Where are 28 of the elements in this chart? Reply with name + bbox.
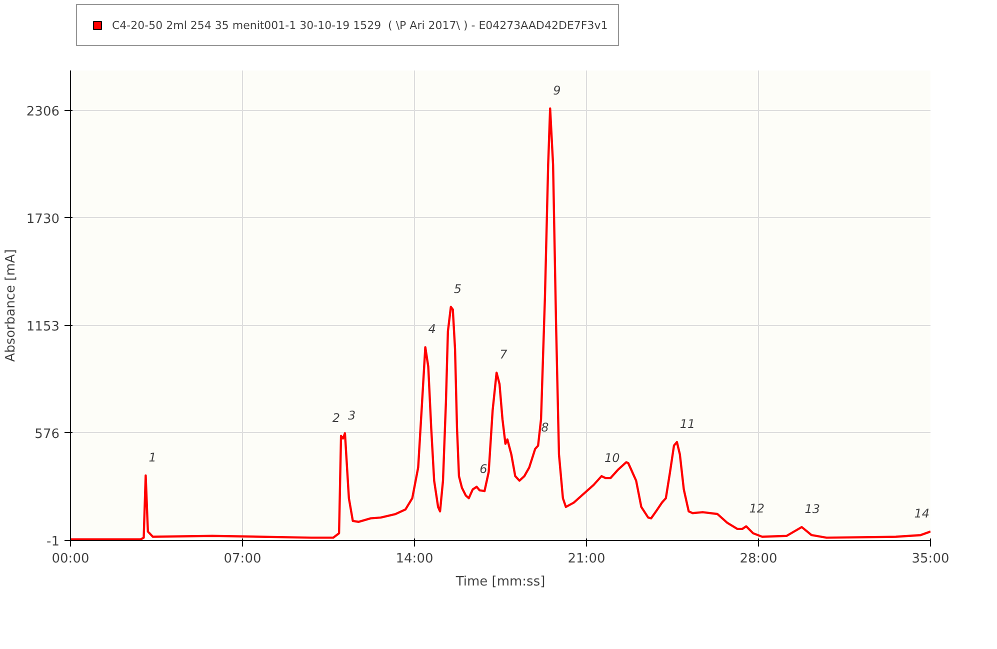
legend-label: C4-20-50 2ml 254 35 menit001-1 30-10-19 1529 ( \P Ari 2017\ ) - E04273AAD42DE7F3v1: [112, 18, 608, 32]
annotation: 11: [680, 417, 696, 432]
annotation: 13: [804, 502, 820, 516]
y-axis-title: Absorbance [mA]: [3, 249, 18, 362]
y-tick-label: -1: [46, 534, 60, 550]
annotation: 5: [454, 282, 462, 296]
x-tick-label: 28:00: [740, 552, 778, 566]
x-tick-label: 14:00: [396, 552, 434, 566]
annotation: 8: [541, 420, 550, 435]
x-tick-label: 00:00: [52, 552, 90, 566]
x-tick-label: 21:00: [568, 552, 606, 566]
annotation: 6: [480, 462, 488, 476]
annotation: 9: [553, 84, 561, 98]
y-tick-label: 1730: [26, 212, 60, 227]
annotation: 10: [604, 451, 620, 466]
y-tick-label: 2306: [26, 104, 60, 120]
y-tick-label: 1153: [26, 319, 60, 334]
annotation: 2: [332, 410, 340, 425]
annotation: 3: [348, 408, 356, 422]
x-tick-label: 35:00: [912, 552, 950, 566]
annotation: 14: [914, 506, 930, 521]
x-axis-title: Time [mm:ss]: [454, 574, 546, 590]
y-tick-label: 576: [34, 426, 60, 442]
annotation: 12: [749, 501, 764, 516]
x-tick-label: 07:00: [224, 552, 262, 566]
annotation: 7: [500, 348, 508, 362]
annotation: 1: [148, 450, 156, 464]
annotation: 4: [428, 322, 436, 336]
